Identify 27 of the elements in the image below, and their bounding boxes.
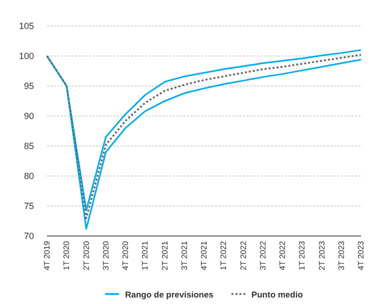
legend-label: Rango de previsiones [125,290,214,300]
y-tick-label: 100 [18,50,34,61]
x-tick-label: 1T 2021 [140,240,150,270]
x-tick-label: 4T 2020 [121,240,130,270]
y-tick-label: 75 [24,200,34,211]
y-tick-label: 95 [24,80,34,91]
y-tick-label: 80 [24,170,34,181]
x-tick-label: 2T 2021 [160,240,170,270]
y-tick-label: 105 [18,20,34,31]
x-tick-label: 4T 2023 [356,240,366,270]
x-tick-label: 3T 2021 [180,240,189,270]
x-tick-label: 3T 2023 [336,240,346,270]
x-tick-label: 3T 2022 [258,240,268,270]
x-tick-label: 2T 2022 [238,240,248,270]
x-tick-label: 4T 2019 [42,240,52,270]
y-tick-label: 70 [24,230,34,241]
y-tick-label: 85 [24,140,34,151]
y-tick-label: 90 [24,110,34,121]
legend-label: Punto medio [251,290,303,300]
x-tick-label: 4T 2022 [278,240,288,270]
x-tick-label: 3T 2020 [101,240,110,270]
x-tick-label: 2T 2020 [82,240,91,270]
x-tick-label: 1T 2023 [298,240,307,270]
x-tick-label: 2T 2023 [317,240,326,270]
x-tick-label: 4T 2021 [200,240,209,270]
x-tick-label: 1T 2022 [219,240,228,270]
x-tick-label: 1T 2020 [62,240,72,270]
